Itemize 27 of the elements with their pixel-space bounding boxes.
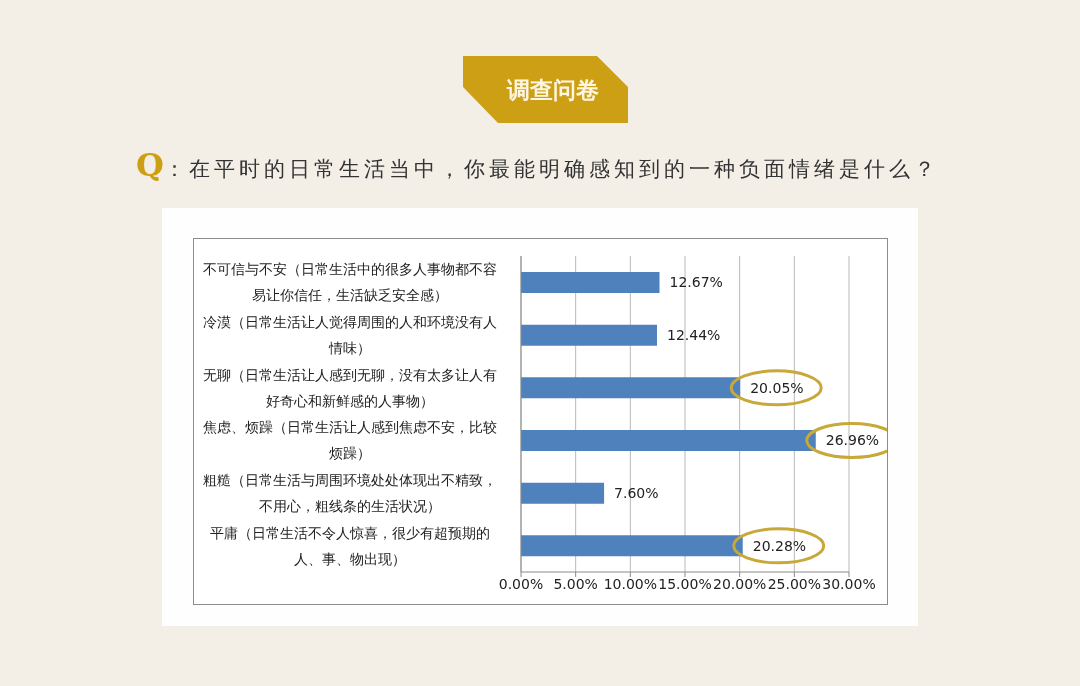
x-tick-label: 15.00%	[658, 575, 712, 592]
chart-subtitle: Q：在平时的日常生活当中，你最能明确感知到的一种负面情绪是什么？	[136, 146, 939, 184]
y-tick-label: 焦虑、烦躁（日常生活让人感到焦虑不安，比较烦躁）	[203, 419, 497, 462]
bar	[521, 272, 660, 293]
data-label: 7.60%	[614, 485, 659, 502]
y-tick-label: 平庸（日常生活不令人惊喜，很少有超预期的人、事、物出现）	[210, 524, 490, 567]
data-label: 20.05%	[750, 379, 804, 396]
y-tick-label: 无聊（日常生活让人感到无聊，没有太多让人有好奇心和新鲜感的人事物）	[203, 366, 497, 409]
x-tick-label: 30.00%	[822, 575, 876, 592]
bar	[521, 324, 658, 346]
data-label: 12.67%	[669, 274, 723, 291]
y-tick-label: 粗糙（日常生活与周围环境处处体现出不精致，不用心，粗线条的生活状况）	[203, 471, 497, 514]
bar	[521, 377, 741, 399]
bar	[521, 482, 605, 504]
data-label: 26.96%	[825, 432, 880, 449]
y-tick-label: 冷漠（日常生活让人觉得周围的人和环境没有人情味）	[203, 313, 497, 356]
chart-title: 调查问卷	[505, 74, 599, 105]
bar	[521, 430, 816, 451]
x-tick-label: 10.00%	[603, 575, 658, 592]
y-tick-label: 不可信与不安（日常生活中的很多人事物都不容易让你信任，生活缺乏安全感）	[203, 261, 497, 304]
x-tick-label: 0.00%	[498, 575, 544, 592]
bar	[521, 535, 743, 557]
x-tick-label: 20.00%	[712, 575, 767, 592]
x-tick-label: 5.00%	[553, 575, 598, 592]
data-label: 20.28%	[752, 537, 807, 554]
x-tick-label: 25.00%	[767, 575, 822, 592]
data-label: 12.44%	[667, 327, 721, 344]
